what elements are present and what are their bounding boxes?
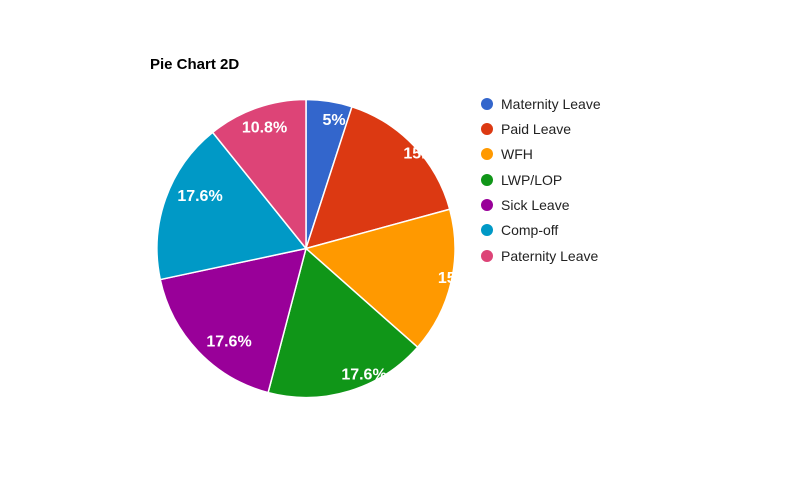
pie-slice-comp-off[interactable]	[156, 131, 307, 281]
legend-item-lwp-lop[interactable]: LWP/LOP	[481, 167, 601, 192]
legend-label: WFH	[501, 146, 533, 163]
legend: Maternity Leave Paid Leave WFH LWP/LOP Sick …	[481, 91, 601, 268]
legend-swatch-icon	[481, 122, 493, 135]
legend-item-paternity-leave[interactable]: Paternity Leave	[481, 243, 601, 268]
legend-item-wfh[interactable]: WFH	[481, 142, 601, 167]
slice-percentage-label-paid-leave: 15.8%	[403, 146, 448, 163]
legend-item-maternity-leave[interactable]: Maternity Leave	[481, 91, 601, 116]
slice-percentage-label-wfh: 15.8%	[438, 270, 483, 287]
slice-percentage-label-paternity-leave: 10.8%	[242, 120, 287, 137]
legend-label: Comp-off	[501, 222, 559, 239]
legend-swatch-icon	[481, 198, 493, 211]
slice-percentage-label-sick-leave: 17.6%	[206, 334, 251, 351]
legend-swatch-icon	[481, 224, 493, 237]
legend-swatch-icon	[481, 173, 493, 186]
slice-percentage-label-comp-off: 17.6%	[177, 188, 222, 205]
slice-percentage-label-lwp-lop: 17.6%	[341, 367, 386, 384]
legend-label: LWP/LOP	[501, 171, 563, 188]
legend-label: Maternity Leave	[501, 95, 601, 112]
pie-slice-wfh[interactable]	[305, 208, 456, 348]
legend-label: Paternity Leave	[501, 247, 599, 264]
legend-swatch-icon	[481, 97, 493, 110]
slice-percentage-label-maternity-leave: 5%	[322, 112, 345, 129]
legend-item-paid-leave[interactable]: Paid Leave	[481, 116, 601, 141]
legend-swatch-icon	[481, 148, 493, 161]
legend-swatch-icon	[481, 249, 493, 262]
legend-label: Sick Leave	[501, 196, 570, 213]
chart-title: Pie Chart 2D	[150, 56, 240, 73]
legend-item-comp-off[interactable]: Comp-off	[481, 218, 601, 243]
pie-slice-lwp-lop[interactable]	[267, 247, 419, 399]
legend-item-sick-leave[interactable]: Sick Leave	[481, 192, 601, 217]
pie-slice-paid-leave[interactable]	[305, 106, 451, 250]
pie-slice-sick-leave[interactable]	[159, 247, 307, 394]
pie-slice-paternity-leave[interactable]	[211, 98, 307, 250]
legend-label: Paid Leave	[501, 120, 572, 137]
